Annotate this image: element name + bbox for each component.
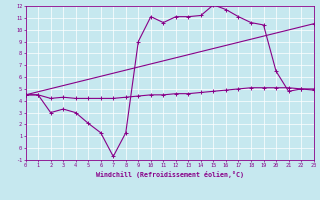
X-axis label: Windchill (Refroidissement éolien,°C): Windchill (Refroidissement éolien,°C): [96, 171, 244, 178]
